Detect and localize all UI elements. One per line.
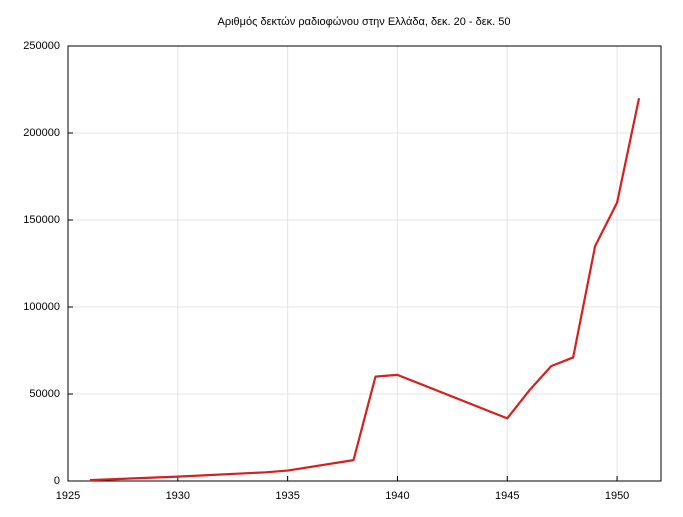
- x-tick-label: 1925: [56, 490, 80, 502]
- x-tick-label: 1950: [605, 490, 629, 502]
- x-tick-label: 1930: [166, 490, 190, 502]
- y-tick-label: 0: [54, 475, 60, 487]
- x-tick-label: 1945: [495, 490, 519, 502]
- y-tick-label: 100000: [23, 301, 60, 313]
- y-tick-label: 50000: [29, 388, 60, 400]
- x-tick-label: 1935: [275, 490, 299, 502]
- y-tick-label: 250000: [23, 40, 60, 52]
- chart-title: Αριθμός δεκτών ραδιοφώνου στην Ελλάδα, δ…: [218, 16, 511, 28]
- data-line: [89, 97, 641, 482]
- y-tick-label: 150000: [23, 214, 60, 226]
- plot-frame: [67, 45, 662, 482]
- x-tick-label: 1940: [385, 490, 409, 502]
- y-tick-label: 200000: [23, 127, 60, 139]
